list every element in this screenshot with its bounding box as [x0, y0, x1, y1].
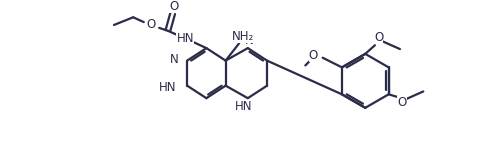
- Text: O: O: [168, 0, 178, 13]
- Text: HN: HN: [176, 32, 194, 45]
- Text: N: N: [245, 34, 254, 47]
- Text: O: O: [308, 49, 317, 62]
- Text: O: O: [146, 18, 155, 31]
- Text: O: O: [397, 97, 406, 109]
- Text: O: O: [373, 31, 383, 44]
- Text: NH₂: NH₂: [231, 30, 254, 43]
- Text: N: N: [169, 53, 178, 66]
- Text: HN: HN: [235, 100, 252, 113]
- Text: HN: HN: [159, 81, 176, 94]
